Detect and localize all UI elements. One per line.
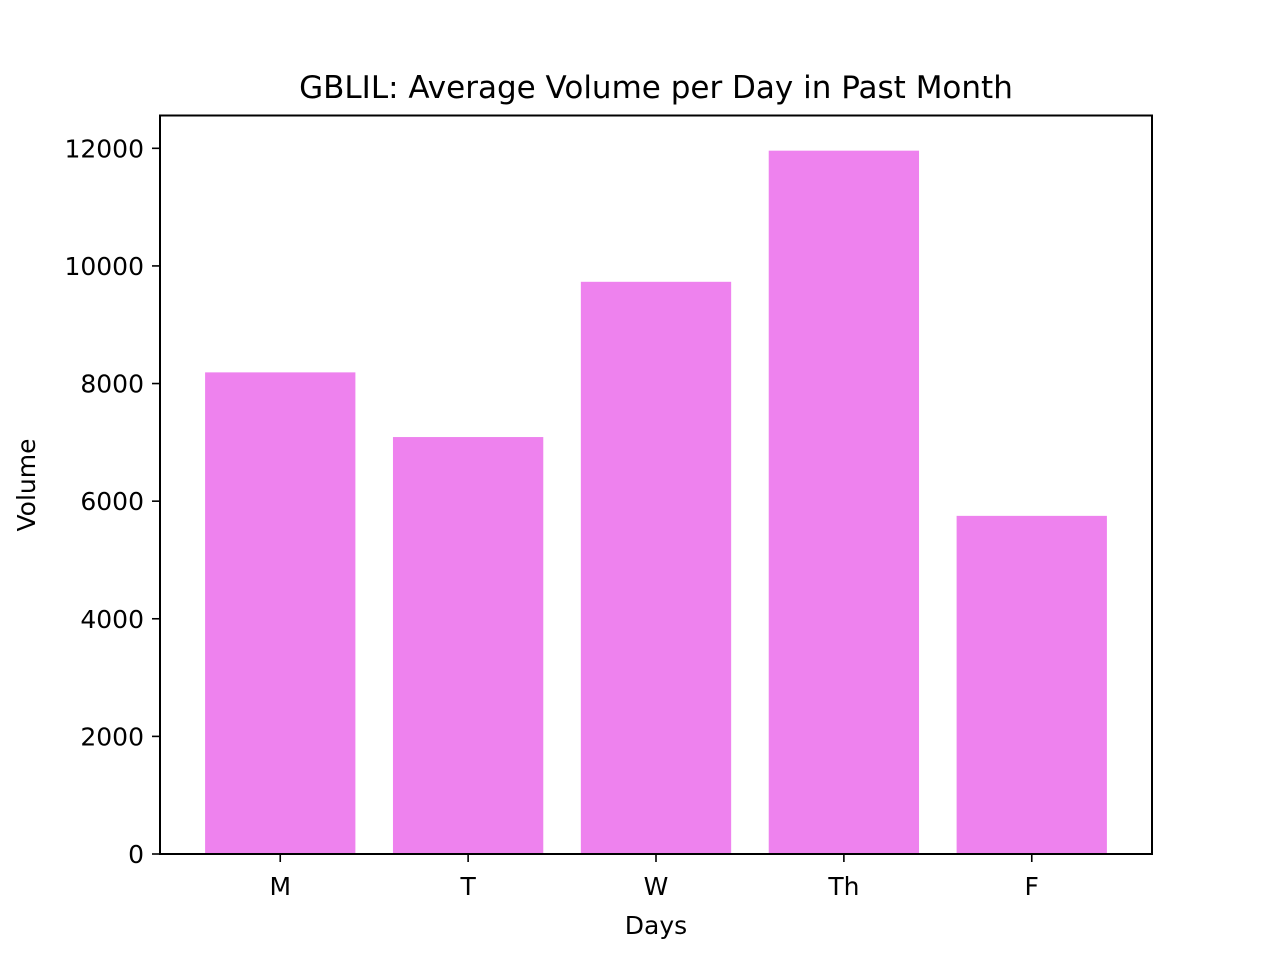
bar-m xyxy=(205,372,356,854)
y-tick-label: 4000 xyxy=(80,605,144,634)
x-axis-title: Days xyxy=(625,911,687,940)
y-tick-label: 6000 xyxy=(80,487,144,516)
x-tick-label: W xyxy=(644,872,669,901)
y-tick-label: 0 xyxy=(128,840,144,869)
chart-title: GBLIL: Average Volume per Day in Past Mo… xyxy=(299,70,1013,106)
bars-layer xyxy=(205,150,1107,854)
bar-t xyxy=(392,437,544,854)
x-tick-label: M xyxy=(269,872,291,901)
x-axis: M T W Th F xyxy=(269,854,1039,901)
y-tick-label: 12000 xyxy=(64,134,144,163)
plot-area-frame xyxy=(159,114,1153,855)
bar-w xyxy=(580,281,732,854)
y-axis: 0 2000 4000 6000 8000 10000 12000 xyxy=(64,134,160,869)
x-tick-label: T xyxy=(459,872,476,901)
bar-f xyxy=(956,515,1107,854)
y-tick-label: 10000 xyxy=(64,252,144,281)
x-tick-label: F xyxy=(1025,872,1039,901)
y-tick-label: 8000 xyxy=(80,370,144,399)
bar-th xyxy=(768,150,920,854)
y-axis-title: Volume xyxy=(12,439,41,532)
y-tick-label: 2000 xyxy=(80,722,144,751)
x-tick-label: Th xyxy=(827,872,859,901)
